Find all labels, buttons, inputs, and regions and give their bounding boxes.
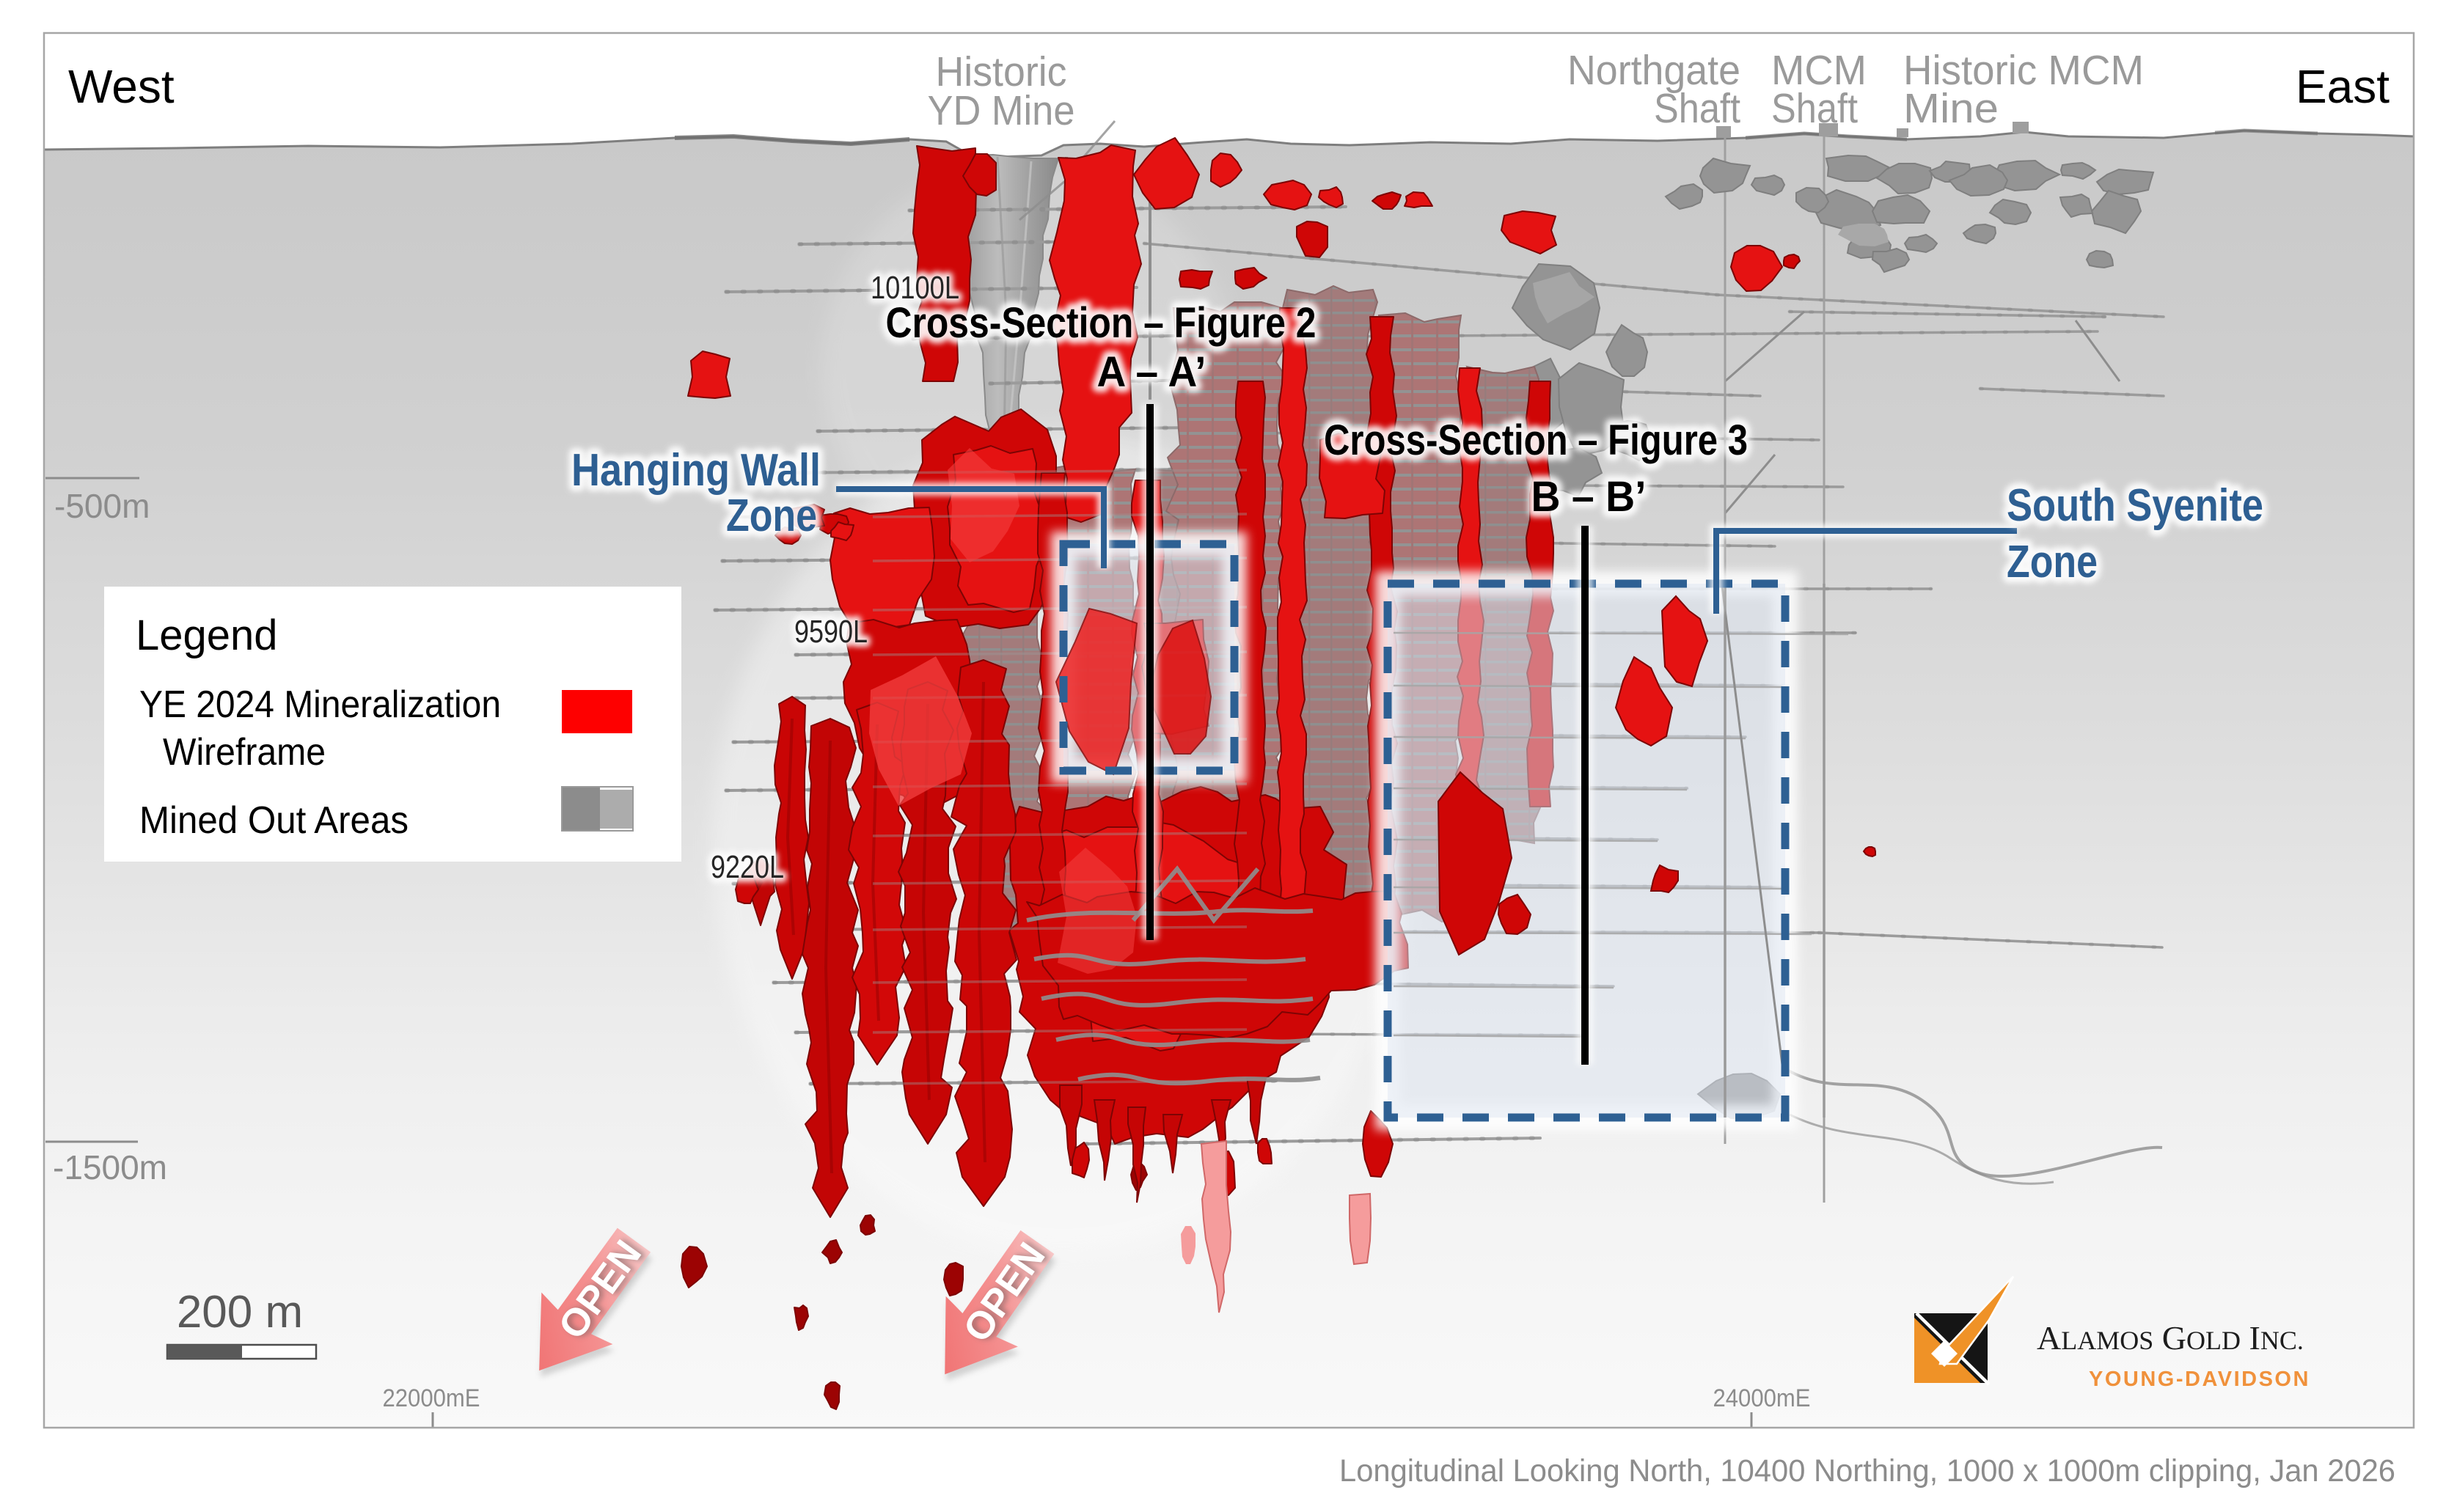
svg-text:Mine: Mine	[1903, 85, 1999, 132]
svg-text:10100L: 10100L	[871, 270, 959, 306]
svg-text:West: West	[68, 60, 175, 113]
svg-text:YOUNG-DAVIDSON: YOUNG-DAVIDSON	[2089, 1368, 2310, 1391]
svg-text:Cross-Section – Figure 2: Cross-Section – Figure 2	[886, 299, 1317, 347]
svg-text:Hanging Wall: Hanging Wall	[571, 445, 821, 496]
svg-text:24000mE: 24000mE	[1713, 1384, 1811, 1412]
svg-text:Legend: Legend	[136, 612, 278, 659]
svg-text:YE 2024 Mineralization: YE 2024 Mineralization	[139, 683, 501, 726]
svg-text:B – B’: B – B’	[1531, 473, 1647, 521]
svg-text:South Syenite: South Syenite	[2007, 480, 2263, 531]
svg-text:Shaft: Shaft	[1654, 85, 1740, 132]
svg-text:-500m: -500m	[54, 487, 150, 525]
svg-text:South Syenite: South Syenite	[2007, 480, 2263, 531]
svg-text:Zone: Zone	[726, 491, 817, 541]
svg-text:Historic MCM: Historic MCM	[1903, 47, 2144, 94]
svg-text:Zone: Zone	[2007, 537, 2098, 587]
svg-text:10100L: 10100L	[871, 270, 959, 306]
svg-text:Wireframe: Wireframe	[163, 731, 326, 774]
svg-text:Hanging Wall: Hanging Wall	[571, 445, 821, 496]
svg-text:-1500m: -1500m	[53, 1148, 167, 1186]
svg-text:MCM: MCM	[1771, 47, 1867, 94]
svg-text:9590L: 9590L	[794, 614, 868, 650]
svg-text:9590L: 9590L	[794, 614, 868, 650]
svg-text:Cross-Section – Figure 3: Cross-Section – Figure 3	[1324, 416, 1748, 464]
svg-text:9220L: 9220L	[711, 849, 784, 885]
svg-text:22000mE: 22000mE	[383, 1384, 480, 1412]
svg-text:Northgate: Northgate	[1567, 47, 1740, 94]
svg-text:Longitudinal Looking North, 10: Longitudinal Looking North, 10400 Northi…	[1339, 1453, 2395, 1489]
svg-text:Cross-Section – Figure 2: Cross-Section – Figure 2	[886, 299, 1317, 347]
svg-text:ALAMOS GOLD INC.: ALAMOS GOLD INC.	[2037, 1319, 2304, 1357]
svg-text:Mined Out Areas: Mined Out Areas	[139, 799, 409, 842]
svg-text:Zone: Zone	[726, 491, 817, 541]
svg-text:Zone: Zone	[2007, 537, 2098, 587]
svg-text:YD Mine: YD Mine	[928, 87, 1075, 134]
svg-text:9220L: 9220L	[711, 849, 784, 885]
svg-text:Cross-Section – Figure 3: Cross-Section – Figure 3	[1324, 416, 1748, 464]
svg-text:B – B’: B – B’	[1531, 473, 1647, 521]
svg-text:200 m: 200 m	[177, 1287, 303, 1337]
svg-text:A – A’: A – A’	[1097, 348, 1206, 396]
svg-text:Shaft: Shaft	[1771, 85, 1858, 132]
svg-text:A – A’: A – A’	[1097, 348, 1206, 396]
svg-text:East: East	[2296, 60, 2390, 113]
svg-text:Historic: Historic	[936, 48, 1067, 95]
